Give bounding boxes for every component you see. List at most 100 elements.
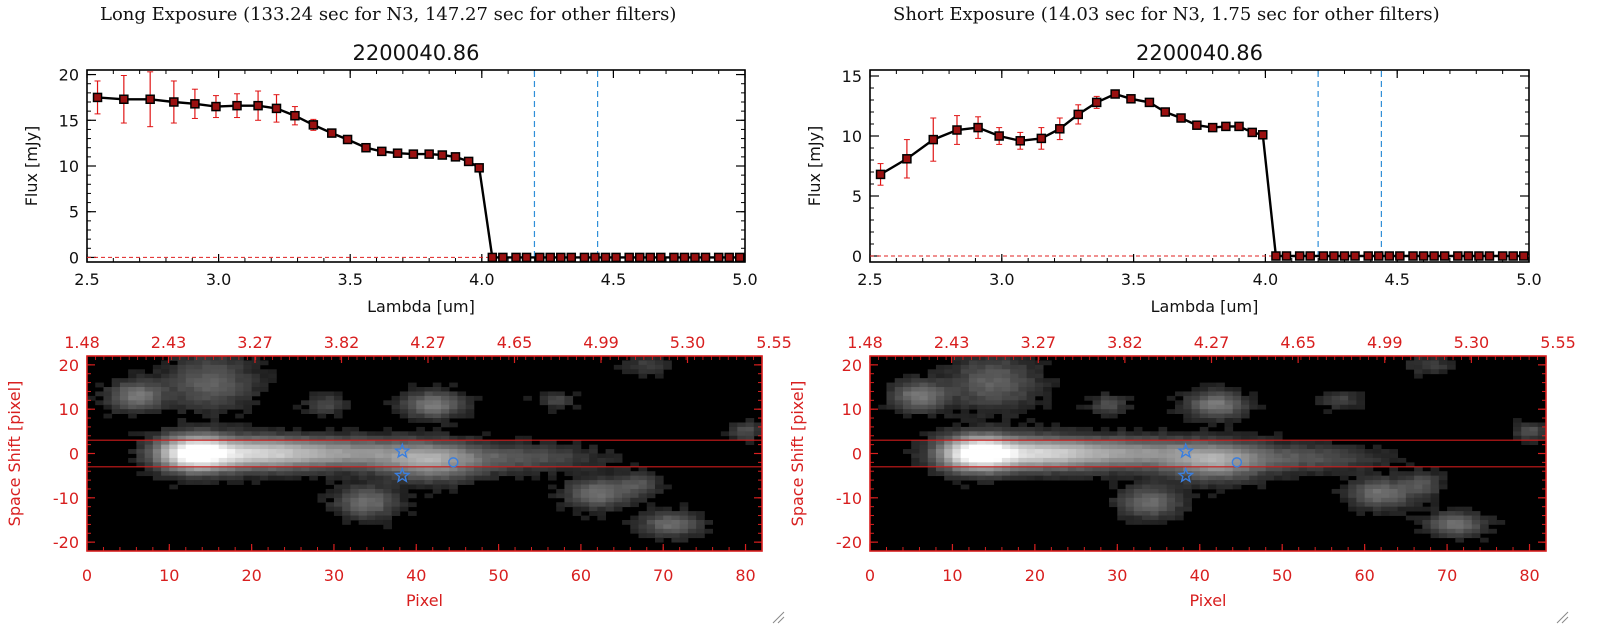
top-wavelength-tick-label: 5.55 (756, 333, 792, 352)
data-point (928, 134, 939, 145)
data-point (690, 252, 700, 263)
data-point (1055, 124, 1065, 134)
data-point (1318, 251, 1329, 261)
top-wavelength-tick-label: 4.65 (1280, 333, 1316, 352)
data-point (290, 110, 300, 121)
x-tick-label: 10 (159, 566, 179, 585)
data-point (679, 252, 690, 263)
y-tick-label: 0 (69, 248, 79, 267)
y-tick-label: 10 (842, 400, 862, 419)
resize-grip-icon[interactable] (1555, 610, 1569, 624)
x-tick-label: 3.0 (989, 270, 1014, 289)
data-point (1305, 251, 1315, 261)
data-point (487, 252, 498, 263)
data-point (611, 252, 621, 263)
data-point (1339, 251, 1350, 261)
data-point (342, 134, 353, 145)
x-tick-label: 2.5 (857, 270, 882, 289)
data-point (498, 252, 508, 263)
x-tick-label: 10 (942, 566, 962, 585)
top-wavelength-tick-label: 2.43 (151, 333, 187, 352)
data-point (308, 120, 319, 130)
x-tick-label: 2.5 (74, 270, 99, 289)
data-point (211, 101, 221, 112)
x-tick-label: 70 (1437, 566, 1457, 585)
y-tick-label: 20 (59, 66, 79, 85)
x-tick-label: 4.5 (1384, 270, 1409, 289)
top-wavelength-tick-label: 3.82 (1107, 333, 1143, 352)
data-point (1453, 251, 1463, 261)
top-wavelength-tick-label: 1.48 (847, 333, 883, 352)
data-point (1429, 251, 1439, 261)
data-point (1036, 133, 1047, 144)
data-point (1091, 97, 1102, 108)
data-point (327, 128, 337, 138)
top-wavelength-tick-label: 3.27 (1020, 333, 1056, 352)
data-point (902, 154, 912, 164)
data-point (169, 97, 179, 107)
data-point (534, 252, 545, 263)
source-star-icon (1177, 466, 1195, 483)
data-point (1160, 107, 1170, 117)
data-point (1234, 121, 1244, 132)
data-point (190, 99, 200, 109)
data-point (590, 252, 600, 263)
data-point (1176, 113, 1186, 123)
data-point (1221, 121, 1231, 132)
data-point (474, 163, 484, 173)
data-point (1258, 130, 1268, 140)
data-point (1350, 251, 1360, 261)
data-point (408, 149, 419, 159)
x-tick-label: 60 (1354, 566, 1374, 585)
data-point (361, 142, 371, 153)
y-tick-label: -10 (836, 489, 862, 508)
data-point (1015, 136, 1026, 146)
top-wavelength-tick-label: 4.99 (1367, 333, 1403, 352)
data-point (600, 252, 611, 263)
x-tick-label: 30 (324, 566, 344, 585)
x-axis-label: Pixel (406, 591, 443, 610)
x-tick-label: 0 (82, 566, 92, 585)
data-point (1110, 89, 1120, 99)
data-point (1497, 251, 1508, 261)
top-wavelength-tick-label: 4.27 (410, 333, 446, 352)
y-axis-label: Flux [mJy] (22, 126, 41, 207)
x-tick-label: 4.0 (469, 270, 494, 289)
spectrum-plot-frame (869, 69, 1530, 263)
x-axis-label: Lambda [um] (1151, 297, 1259, 316)
x-tick-label: 80 (735, 566, 755, 585)
y-tick-label: -20 (53, 533, 79, 552)
data-point (1418, 251, 1429, 261)
data-point (579, 252, 590, 263)
data-point (377, 146, 387, 157)
x-axis-label: Pixel (1189, 591, 1226, 610)
data-point (1294, 251, 1305, 261)
source-star-icon (1177, 442, 1195, 459)
data-point (145, 94, 155, 105)
y-tick-label: 10 (59, 400, 79, 419)
y-tick-label: 0 (852, 445, 862, 464)
y-tick-label: 15 (59, 111, 79, 130)
y-tick-label: 0 (852, 247, 862, 266)
data-point (521, 252, 532, 263)
data-point (713, 252, 724, 263)
data-point (1395, 251, 1405, 261)
x-tick-label: 0 (865, 566, 875, 585)
data-point (1408, 251, 1418, 261)
top-wavelength-tick-label: 4.27 (1194, 333, 1230, 352)
data-point (656, 252, 666, 263)
data-point (463, 156, 474, 167)
top-wavelength-tick-label: 5.30 (670, 333, 706, 352)
data-point (1073, 109, 1083, 120)
short-exposure-title: Short Exposure (14.03 sec for N3, 1.75 s… (893, 4, 1440, 25)
data-point (624, 252, 634, 263)
x-tick-label: 4.0 (1253, 270, 1278, 289)
data-point (545, 252, 555, 263)
data-point (1281, 251, 1292, 261)
data-point (232, 100, 242, 111)
y-axis-label: Space Shift [pixel] (788, 381, 807, 527)
y-tick-label: 5 (852, 187, 862, 206)
x-tick-label: 20 (241, 566, 261, 585)
y-tick-label: 20 (842, 356, 862, 375)
resize-grip-icon[interactable] (771, 610, 785, 624)
